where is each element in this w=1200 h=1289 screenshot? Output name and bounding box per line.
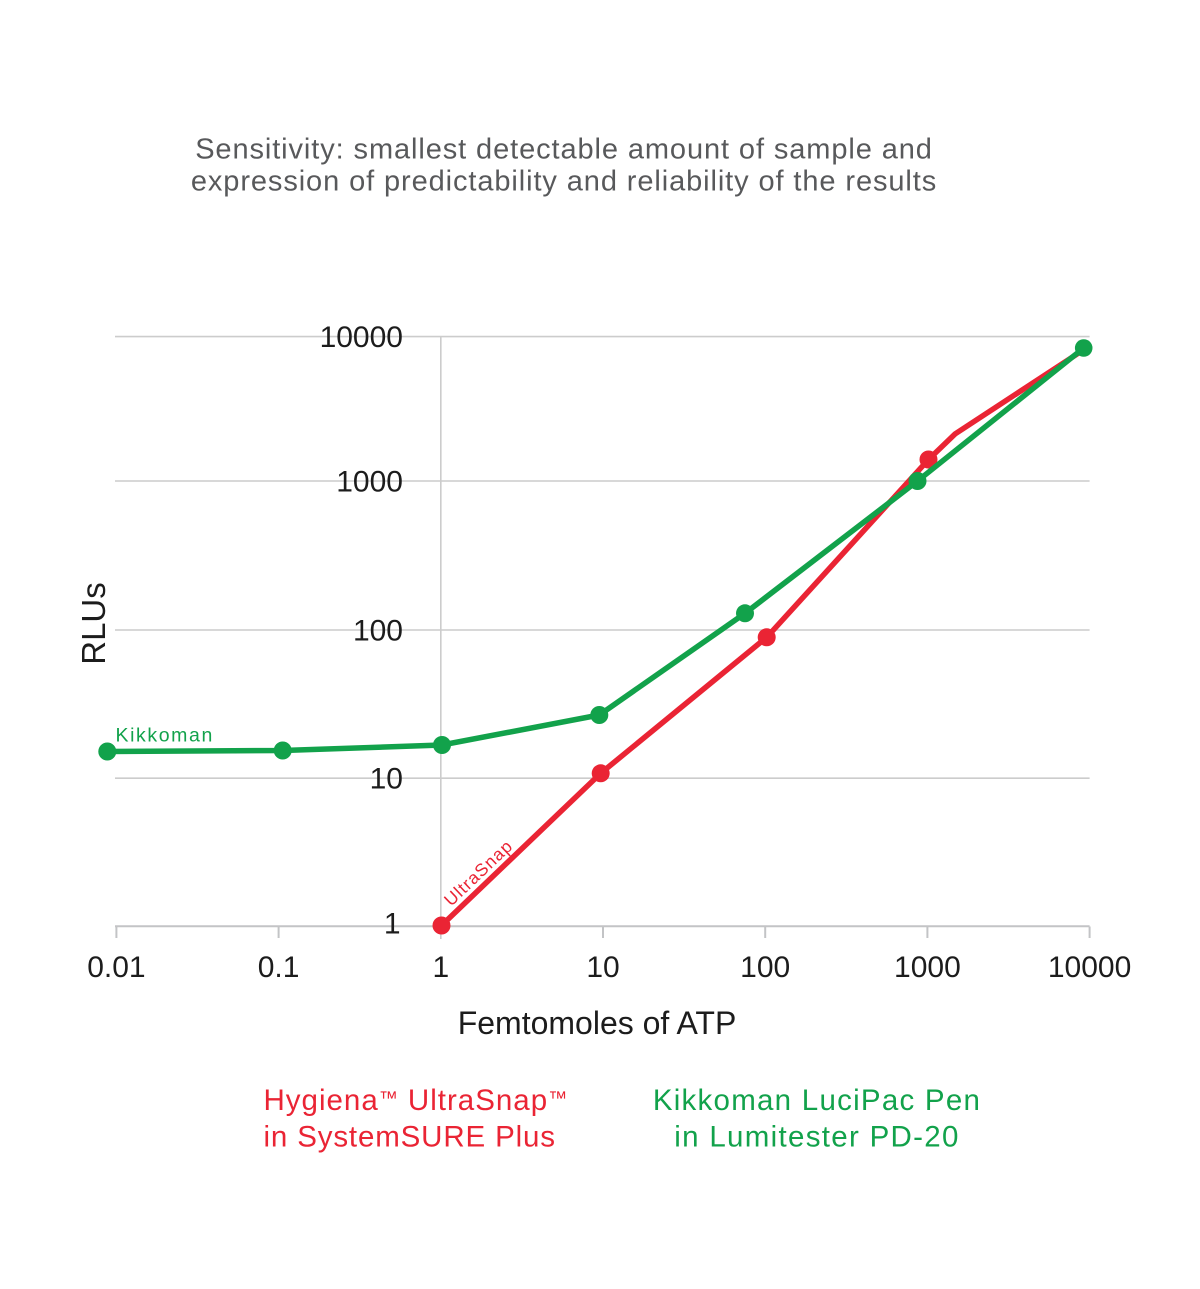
svg-text:Sensitivity: smallest detectab: Sensitivity: smallest detectable amount …	[195, 134, 933, 166]
svg-text:10: 10	[586, 951, 619, 984]
svg-text:0.01: 0.01	[87, 951, 145, 984]
svg-text:UltraSnap: UltraSnap	[440, 836, 517, 910]
svg-text:100: 100	[740, 951, 790, 984]
svg-text:1: 1	[432, 951, 449, 984]
svg-text:RLUs: RLUs	[75, 582, 112, 665]
svg-text:10000: 10000	[320, 321, 403, 354]
svg-text:Hygiena™ UltraSnap™: Hygiena™ UltraSnap™	[264, 1084, 569, 1117]
svg-text:1: 1	[384, 908, 401, 941]
svg-text:10000: 10000	[1048, 951, 1131, 984]
svg-text:1000: 1000	[336, 466, 403, 499]
svg-text:in Lumitester PD-20: in Lumitester PD-20	[674, 1121, 959, 1154]
svg-text:Kikkoman LuciPac Pen: Kikkoman LuciPac Pen	[653, 1084, 981, 1117]
svg-text:1000: 1000	[894, 951, 961, 984]
svg-text:in SystemSURE Plus: in SystemSURE Plus	[264, 1121, 556, 1154]
svg-text:Femtomoles of ATP: Femtomoles of ATP	[458, 1005, 737, 1041]
svg-text:100: 100	[353, 615, 403, 648]
svg-text:10: 10	[370, 763, 403, 796]
svg-text:0.1: 0.1	[258, 951, 300, 984]
svg-text:Kikkoman: Kikkoman	[116, 725, 214, 747]
svg-text:expression of predictability a: expression of predictability and reliabi…	[191, 165, 937, 197]
